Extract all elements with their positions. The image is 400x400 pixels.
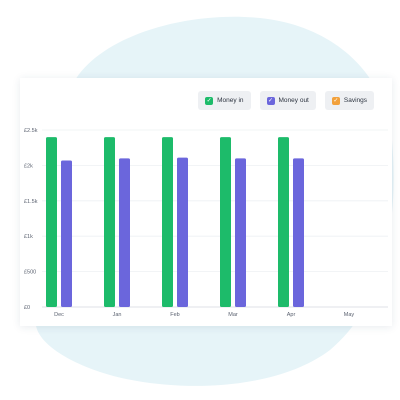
check-icon: ✓ [266,96,275,105]
y-tick-label: £2.5k [24,128,38,134]
bar-money-in [46,137,57,307]
y-axis-ticks: £0 £500 £1k £1.5k £2k £2.5k [24,128,38,311]
x-tick-label: Feb [170,312,179,318]
y-tick-label: £0 [24,305,30,311]
bar-money-out [293,158,304,307]
bar-money-out [61,160,72,307]
bar-money-out [119,158,130,307]
check-icon: ✓ [331,96,340,105]
legend-item-money-out[interactable]: ✓ Money out [259,91,316,110]
y-tick-label: £1.5k [24,199,38,205]
y-tick-label: £2k [24,163,33,169]
y-tick-label: £500 [24,270,36,276]
bar-money-out [235,158,246,307]
x-tick-label: Jan [113,312,122,318]
bar-money-in [278,137,289,307]
x-tick-label: Dec [54,312,64,318]
chart-bars [46,137,304,307]
bar-money-in [220,137,231,307]
legend-item-money-in[interactable]: ✓ Money in [198,91,251,110]
chart-gridlines [42,129,388,308]
check-icon: ✓ [205,96,214,105]
x-tick-label: Apr [287,312,296,318]
legend-label: Savings [343,97,367,104]
legend-label: Money in [217,97,244,104]
chart-card: ✓ Money in ✓ Money out ✓ Savings £0 £500 £… [20,78,392,326]
x-tick-label: May [344,312,355,318]
legend-item-savings[interactable]: ✓ Savings [324,91,374,110]
x-tick-label: Mar [228,312,238,318]
legend-label: Money out [278,97,309,104]
x-axis-ticks: Dec Jan Feb Mar Apr May [54,312,354,318]
bar-money-in [104,137,115,307]
chart-legend: ✓ Money in ✓ Money out ✓ Savings [198,91,374,110]
bar-chart: £0 £500 £1k £1.5k £2k £2.5k Dec Jan Feb Mar Apr Ma… [24,128,388,318]
bar-money-in [162,137,173,307]
y-tick-label: £1k [24,234,33,240]
bar-money-out [177,157,188,307]
